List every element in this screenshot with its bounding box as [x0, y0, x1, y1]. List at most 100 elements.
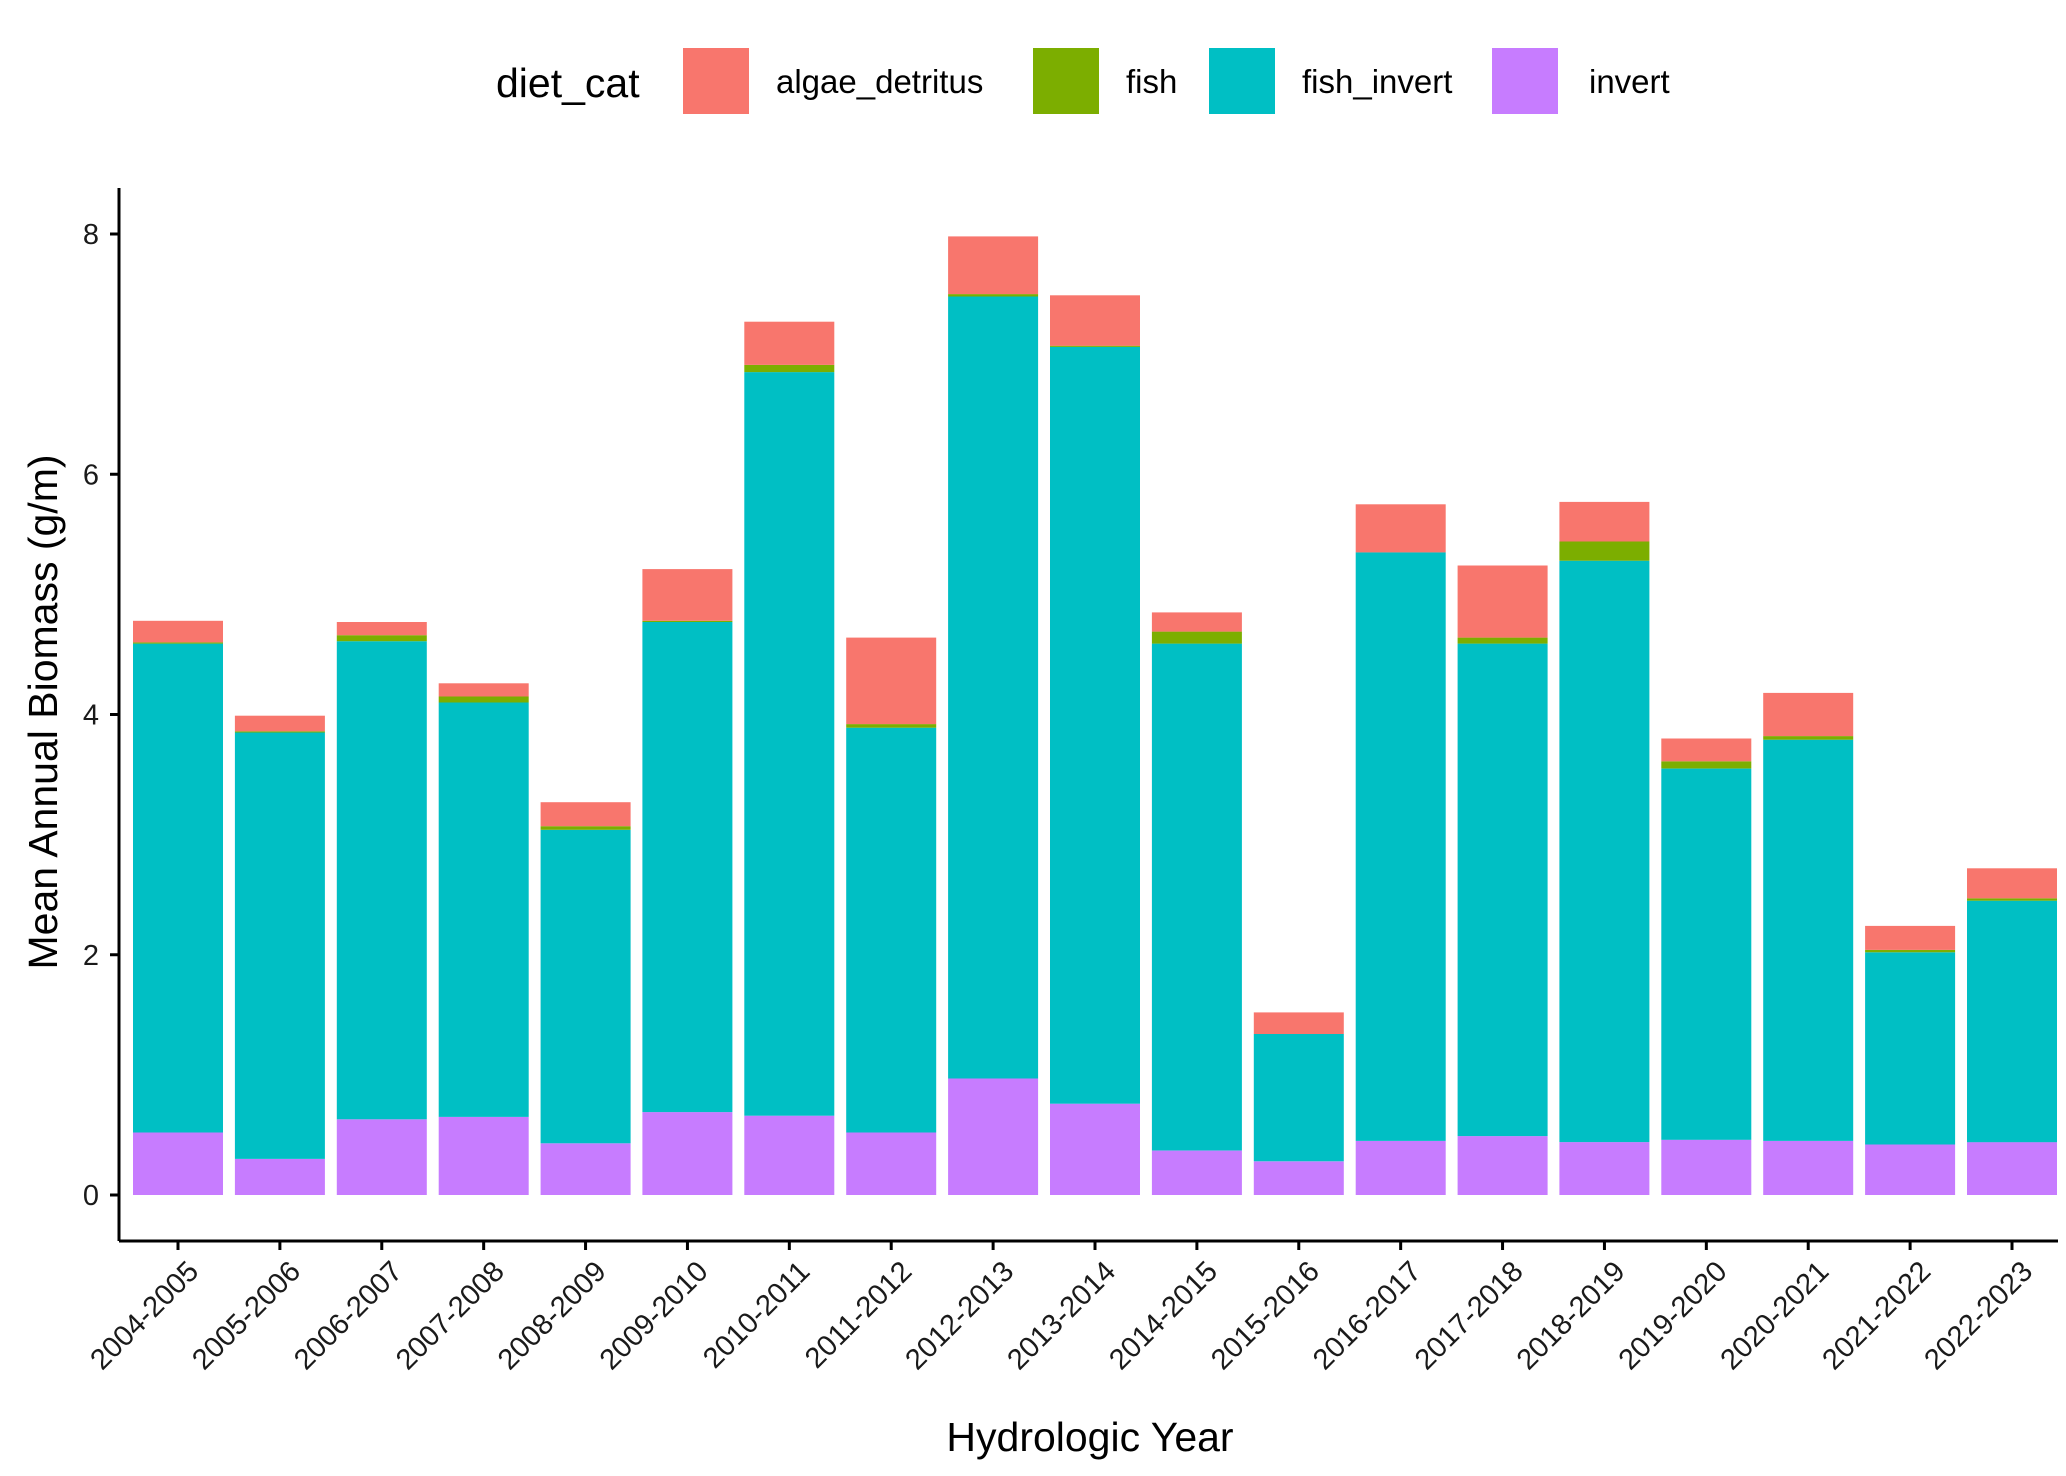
bar-fish-invert-2010-2011 [744, 372, 835, 1116]
bar-invert-2010-2011 [744, 1115, 835, 1195]
bar-algae-detritus-2015-2016 [1253, 1012, 1344, 1034]
bar-fish-invert-2008-2009 [540, 829, 631, 1144]
bar-fish-2014-2015 [1151, 631, 1242, 644]
bar-fish-invert-2007-2008 [438, 702, 529, 1117]
bar-fish-invert-2020-2021 [1763, 739, 1854, 1141]
bar-algae-detritus-2008-2009 [540, 802, 631, 827]
legend-label-fish: fish [1126, 63, 1177, 100]
legend-title: diet_cat [496, 60, 640, 106]
bar-invert-2015-2016 [1253, 1161, 1344, 1195]
bar-invert-2005-2006 [234, 1159, 325, 1195]
bar-fish-invert-2021-2022 [1865, 952, 1956, 1145]
bar-algae-detritus-2020-2021 [1763, 692, 1854, 737]
bar-invert-2008-2009 [540, 1143, 631, 1195]
bar-fish-invert-2005-2006 [234, 732, 325, 1159]
bar-fish-2011-2012 [846, 724, 937, 728]
x-tick-label: 2019-2020 [1613, 1255, 1734, 1376]
y-tick-label: 6 [83, 459, 99, 491]
x-axis: 2004-20052005-20062006-20072007-20082008… [84, 1239, 2058, 1376]
x-tick-label: 2017-2018 [1409, 1255, 1530, 1376]
bar-algae-detritus-2010-2011 [744, 321, 835, 365]
bar-invert-2022-2023 [1967, 1142, 2057, 1195]
bar-fish-2012-2013 [948, 294, 1039, 297]
bar-invert-2021-2022 [1865, 1144, 1956, 1195]
bar-fish-invert-2016-2017 [1355, 552, 1446, 1141]
bar-fish-2007-2008 [438, 696, 529, 703]
x-tick-label: 2020-2021 [1715, 1255, 1836, 1376]
x-tick-label: 2016-2017 [1307, 1255, 1428, 1376]
x-tick-label: 2007-2008 [390, 1255, 511, 1376]
bar-fish-2019-2020 [1661, 761, 1752, 769]
bar-fish-invert-2013-2014 [1050, 346, 1140, 1104]
bar-fish-2008-2009 [540, 826, 631, 830]
bar-fish-invert-2014-2015 [1151, 643, 1242, 1151]
x-tick-label: 2022-2023 [1918, 1255, 2039, 1376]
bar-fish-invert-2015-2016 [1253, 1034, 1344, 1162]
x-tick-label: 2014-2015 [1103, 1255, 1224, 1376]
bar-invert-2018-2019 [1559, 1142, 1650, 1195]
bar-fish-2013-2014 [1050, 345, 1140, 347]
bar-fish-invert-2004-2005 [133, 643, 223, 1133]
bar-fish-invert-2022-2023 [1967, 900, 2057, 1143]
bar-algae-detritus-2018-2019 [1559, 501, 1650, 542]
bar-fish-2004-2005 [133, 642, 223, 644]
bar-algae-detritus-2012-2013 [948, 236, 1039, 295]
bar-algae-detritus-2014-2015 [1151, 612, 1242, 632]
bar-algae-detritus-2019-2020 [1661, 738, 1752, 762]
legend-label-fish-invert: fish_invert [1302, 63, 1452, 100]
bar-algae-detritus-2006-2007 [336, 622, 427, 636]
x-tick-label: 2018-2019 [1511, 1255, 1632, 1376]
bar-invert-2013-2014 [1050, 1103, 1140, 1195]
bar-algae-detritus-2011-2012 [846, 637, 937, 725]
legend-key-invert [1492, 48, 1558, 114]
legend: diet_cat algae_detritus fish fish_invert in… [496, 48, 1670, 114]
bar-algae-detritus-2021-2022 [1865, 925, 1956, 950]
x-tick-label: 2011-2012 [799, 1255, 918, 1374]
bar-fish-2017-2018 [1457, 637, 1548, 644]
x-tick-label: 2013-2014 [1001, 1255, 1122, 1376]
bar-invert-2012-2013 [948, 1078, 1039, 1195]
legend-label-algae-detritus: algae_detritus [776, 63, 983, 100]
bar-algae-detritus-2007-2008 [438, 683, 529, 697]
bar-invert-2004-2005 [133, 1132, 223, 1195]
bar-invert-2007-2008 [438, 1116, 529, 1195]
bar-invert-2019-2020 [1661, 1139, 1752, 1195]
x-tick-label: 2004-2005 [84, 1255, 205, 1376]
y-tick-label: 0 [83, 1180, 99, 1212]
bar-algae-detritus-2017-2018 [1457, 565, 1548, 638]
bar-fish-invert-2006-2007 [336, 641, 427, 1120]
y-tick-label: 2 [83, 940, 99, 972]
legend-label-invert: invert [1589, 63, 1670, 100]
bar-fish-2021-2022 [1865, 949, 1956, 953]
x-tick-label: 2012-2013 [900, 1255, 1021, 1376]
bar-fish-2005-2006 [234, 731, 325, 733]
bar-invert-2017-2018 [1457, 1136, 1548, 1195]
bar-fish-2022-2023 [1967, 898, 2057, 901]
y-axis: 0 2 4 6 8 [83, 188, 121, 1241]
x-tick-label: 2005-2006 [186, 1255, 307, 1376]
bar-fish-invert-2018-2019 [1559, 560, 1650, 1143]
bar-fish-2018-2019 [1559, 541, 1650, 561]
bar-fish-2006-2007 [336, 635, 427, 642]
bar-invert-2009-2010 [642, 1112, 733, 1195]
bar-fish-invert-2012-2013 [948, 296, 1039, 1079]
bar-invert-2011-2012 [846, 1132, 937, 1195]
bar-fish-invert-2009-2010 [642, 622, 733, 1113]
bar-algae-detritus-2022-2023 [1967, 868, 2057, 899]
bar-invert-2016-2017 [1355, 1140, 1446, 1195]
x-tick-label: 2008-2009 [492, 1255, 613, 1376]
bars-layer [133, 236, 2057, 1195]
x-tick-label: 2015-2016 [1205, 1255, 1326, 1376]
bar-fish-2020-2021 [1763, 736, 1854, 740]
bar-fish-2009-2010 [642, 620, 733, 622]
bar-algae-detritus-2009-2010 [642, 569, 733, 621]
y-tick-label: 8 [83, 219, 99, 251]
bar-invert-2020-2021 [1763, 1140, 1854, 1195]
bar-algae-detritus-2013-2014 [1050, 295, 1140, 346]
legend-key-fish-invert [1209, 48, 1275, 114]
legend-key-algae-detritus [683, 48, 749, 114]
bar-invert-2006-2007 [336, 1119, 427, 1195]
x-tick-label: 2021-2022 [1817, 1255, 1938, 1376]
bar-fish-2010-2011 [744, 364, 835, 373]
